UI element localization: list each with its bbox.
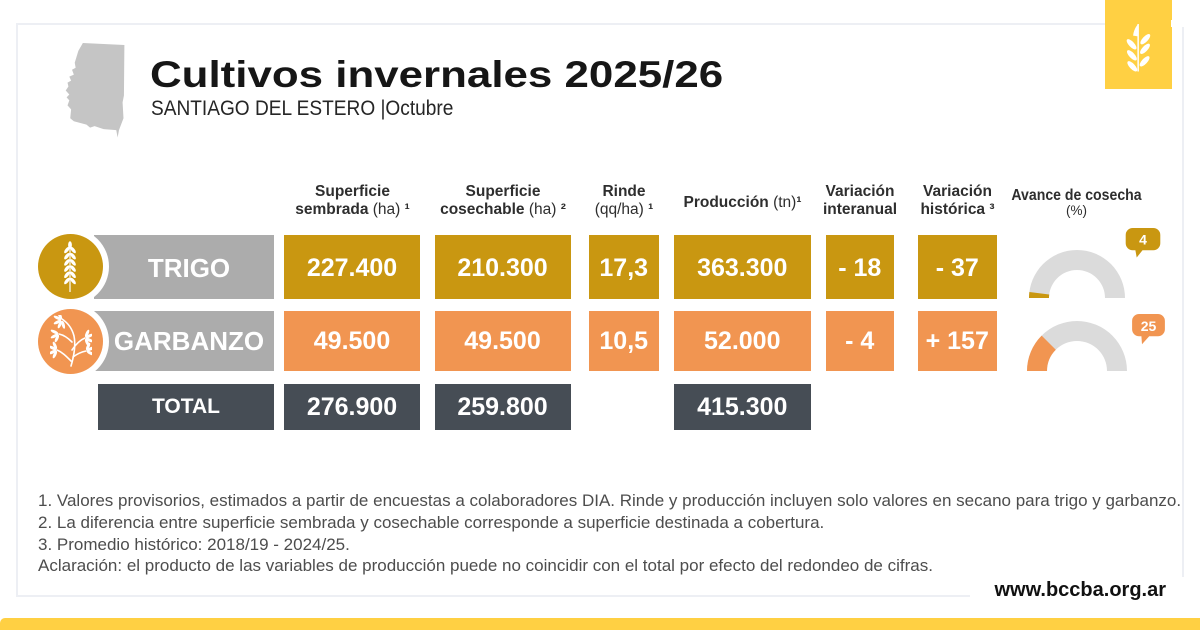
svg-text:25: 25 (1141, 318, 1157, 334)
svg-text:4: 4 (1139, 232, 1147, 248)
